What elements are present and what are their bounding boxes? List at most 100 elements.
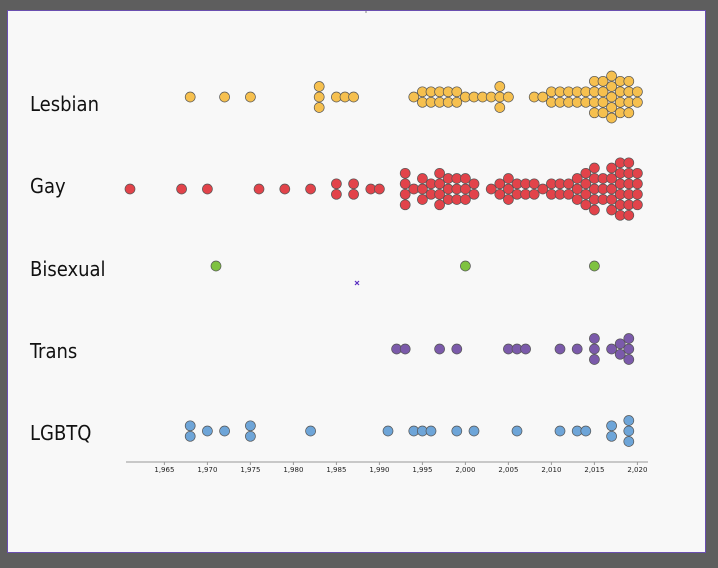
data-point-gay: [632, 167, 643, 179]
category-label-lesbian: Lesbian: [30, 92, 99, 116]
data-point-lesbian: [494, 81, 506, 92]
data-point-lesbian: [503, 91, 514, 103]
data-point-bisexual: [210, 260, 222, 272]
data-point-gay: [202, 183, 213, 195]
data-point-lesbian: [451, 96, 463, 108]
data-point-lesbian: [348, 91, 359, 103]
data-point-gay: [434, 188, 445, 200]
x-tick-label: 1,965: [154, 466, 174, 474]
data-point-trans: [520, 343, 531, 355]
data-point-lgbtq: [623, 436, 635, 447]
data-point-gay: [460, 173, 471, 184]
data-point-gay: [571, 183, 583, 195]
data-point-lgbtq: [305, 425, 316, 437]
cursor-cross-icon: [354, 280, 360, 286]
data-point-lesbian: [597, 86, 609, 98]
data-point-lgbtq: [451, 425, 463, 437]
data-point-lgbtq: [623, 425, 635, 437]
data-point-bisexual: [589, 260, 600, 272]
data-point-gay: [417, 183, 428, 195]
x-tick-label: 1,990: [369, 466, 389, 474]
data-point-gay: [399, 188, 411, 200]
data-point-lesbian: [313, 81, 325, 92]
data-point-gay: [485, 183, 497, 195]
data-point-trans: [434, 343, 445, 355]
data-point-gay: [632, 178, 643, 190]
category-label-gay: Gay: [30, 174, 66, 198]
data-point-gay: [417, 194, 428, 205]
x-tick-label: 2,010: [541, 466, 561, 474]
data-point-lgbtq: [382, 425, 394, 437]
data-point-lgbtq: [511, 425, 523, 437]
data-point-gay: [348, 178, 359, 190]
data-point-gay: [580, 167, 592, 179]
data-point-gay: [580, 178, 592, 190]
data-point-lesbian: [451, 86, 463, 98]
data-point-trans: [571, 343, 583, 355]
data-point-lesbian: [313, 91, 325, 103]
data-point-gay: [399, 178, 411, 190]
data-point-gay: [606, 204, 617, 216]
data-point-trans: [399, 343, 411, 355]
x-tick-label: 2,005: [498, 466, 518, 474]
data-point-trans: [589, 343, 600, 355]
x-tick-label: 1,995: [412, 466, 432, 474]
data-point-gay: [623, 209, 635, 221]
data-point-trans: [614, 348, 626, 360]
data-point-lgbtq: [425, 425, 437, 437]
data-point-gay: [503, 194, 514, 205]
data-point-gay: [279, 183, 291, 195]
data-point-gay: [124, 183, 136, 195]
data-point-trans: [589, 354, 600, 365]
data-point-gay: [606, 194, 617, 205]
data-point-trans: [589, 333, 600, 344]
data-point-lesbian: [606, 81, 617, 92]
data-point-lesbian: [632, 86, 643, 98]
x-tick-label: 1,985: [326, 466, 346, 474]
data-point-gay: [632, 199, 643, 211]
data-point-gay: [468, 188, 480, 200]
data-point-trans: [614, 338, 626, 350]
data-point-gay: [417, 173, 428, 184]
data-point-trans: [623, 354, 635, 365]
data-point-lgbtq: [606, 430, 617, 442]
data-point-lesbian: [632, 96, 643, 108]
data-point-lesbian: [597, 96, 609, 108]
data-point-trans: [623, 343, 635, 355]
data-point-gay: [571, 194, 583, 205]
data-point-bisexual: [460, 260, 471, 272]
data-point-lesbian: [606, 91, 617, 103]
data-point-lesbian: [494, 102, 506, 113]
x-tick-label: 2,015: [584, 466, 604, 474]
category-labels: Lesbian Gay Bisexual Trans LGBTQ: [29, 92, 106, 445]
data-point-gay: [528, 188, 540, 200]
data-point-lesbian: [606, 112, 617, 124]
category-label-trans: Trans: [29, 339, 77, 363]
data-point-lgbtq: [245, 420, 256, 432]
data-point-lesbian: [245, 91, 256, 103]
data-point-gay: [468, 178, 480, 190]
data-point-gay: [632, 188, 643, 200]
data-point-gay: [331, 178, 342, 190]
data-point-lgbtq: [468, 425, 480, 437]
data-point-gay: [537, 183, 549, 195]
data-point-gay: [460, 183, 471, 195]
data-point-gay: [253, 183, 265, 195]
data-point-gay: [434, 178, 445, 190]
data-point-gay: [563, 188, 574, 200]
data-point-gay: [348, 188, 359, 200]
data-point-lesbian: [408, 91, 420, 103]
data-point-lesbian: [184, 91, 196, 103]
data-point-gay: [374, 183, 385, 195]
data-point-lgbtq: [219, 425, 230, 437]
x-tick-label: 1,980: [283, 466, 303, 474]
data-point-lesbian: [597, 107, 609, 119]
data-point-lgbtq: [606, 420, 617, 432]
data-point-lesbian: [606, 70, 617, 82]
data-point-gay: [176, 183, 187, 195]
data-point-gay: [528, 178, 540, 190]
data-point-gay: [494, 188, 506, 200]
data-point-gay: [623, 157, 635, 169]
data-point-lesbian: [606, 102, 617, 113]
data-point-gay: [434, 167, 445, 179]
